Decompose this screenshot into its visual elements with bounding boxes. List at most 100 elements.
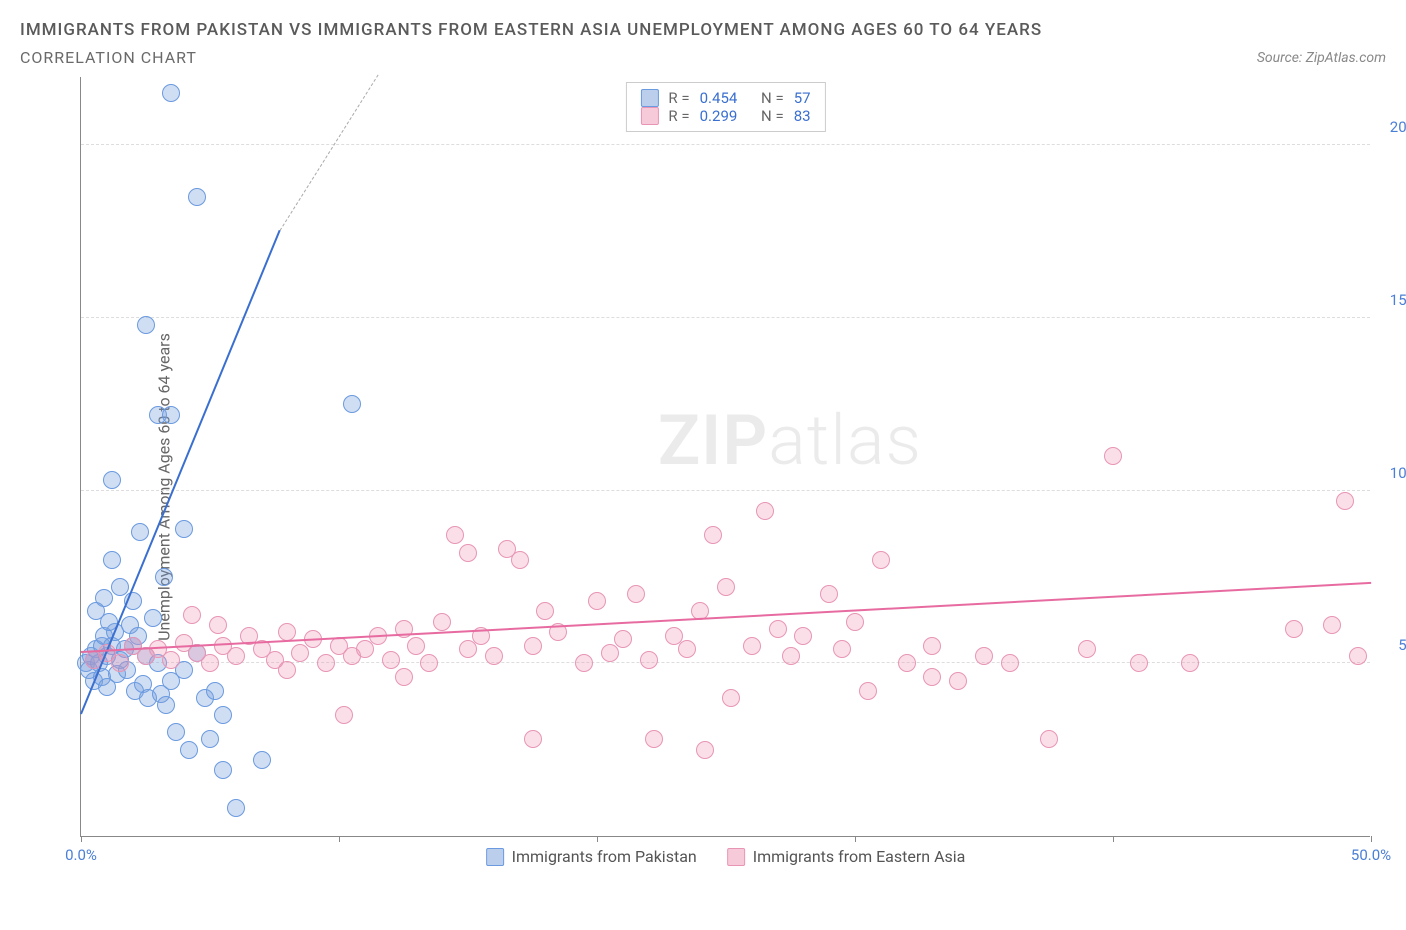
scatter-point-pakistan bbox=[206, 682, 224, 700]
r-value-pakistan: 0.454 bbox=[700, 89, 738, 107]
scatter-point-eastern_asia bbox=[111, 654, 129, 672]
legend-row-pakistan: R = 0.454 N = 57 bbox=[640, 89, 810, 107]
legend-item-pakistan: Immigrants from Pakistan bbox=[486, 847, 697, 866]
scatter-point-eastern_asia bbox=[678, 640, 696, 658]
scatter-point-eastern_asia bbox=[162, 651, 180, 669]
trendline bbox=[279, 75, 378, 231]
scatter-point-pakistan bbox=[155, 568, 173, 586]
scatter-point-eastern_asia bbox=[1130, 654, 1148, 672]
legend-row-eastern-asia: R = 0.299 N = 83 bbox=[640, 107, 810, 125]
scatter-point-eastern_asia bbox=[278, 623, 296, 641]
source-label: Source: ZipAtlas.com bbox=[1257, 50, 1386, 66]
r-label: R = bbox=[668, 89, 689, 107]
y-tick-label: 5.0% bbox=[1375, 636, 1406, 654]
scatter-point-eastern_asia bbox=[1040, 730, 1058, 748]
scatter-point-eastern_asia bbox=[846, 613, 864, 631]
scatter-point-eastern_asia bbox=[640, 651, 658, 669]
r-value-eastern-asia: 0.299 bbox=[700, 107, 738, 125]
chart-title-line1: IMMIGRANTS FROM PAKISTAN VS IMMIGRANTS F… bbox=[20, 20, 1386, 40]
scatter-point-pakistan bbox=[227, 799, 245, 817]
scatter-point-eastern_asia bbox=[575, 654, 593, 672]
scatter-point-eastern_asia bbox=[335, 706, 353, 724]
scatter-point-eastern_asia bbox=[201, 654, 219, 672]
scatter-point-eastern_asia bbox=[524, 637, 542, 655]
scatter-point-eastern_asia bbox=[923, 637, 941, 655]
scatter-point-pakistan bbox=[188, 188, 206, 206]
chart-container: Unemployment Among Ages 60 to 64 years Z… bbox=[20, 77, 1386, 897]
swatch-pink bbox=[727, 848, 745, 866]
scatter-point-eastern_asia bbox=[717, 578, 735, 596]
scatter-point-eastern_asia bbox=[524, 730, 542, 748]
bottom-legend: Immigrants from Pakistan Immigrants from… bbox=[486, 847, 966, 866]
scatter-point-eastern_asia bbox=[820, 585, 838, 603]
scatter-point-eastern_asia bbox=[588, 592, 606, 610]
x-tick bbox=[339, 836, 340, 842]
scatter-point-eastern_asia bbox=[1323, 616, 1341, 634]
scatter-point-eastern_asia bbox=[183, 606, 201, 624]
scatter-point-eastern_asia bbox=[446, 526, 464, 544]
scatter-point-eastern_asia bbox=[536, 602, 554, 620]
scatter-point-eastern_asia bbox=[859, 682, 877, 700]
scatter-point-eastern_asia bbox=[317, 654, 335, 672]
n-value-pakistan: 57 bbox=[794, 89, 811, 107]
swatch-blue bbox=[486, 848, 504, 866]
scatter-point-eastern_asia bbox=[614, 630, 632, 648]
scatter-point-pakistan bbox=[253, 751, 271, 769]
scatter-point-eastern_asia bbox=[459, 544, 477, 562]
x-tick bbox=[855, 836, 856, 842]
scatter-point-eastern_asia bbox=[898, 654, 916, 672]
scatter-point-pakistan bbox=[157, 696, 175, 714]
x-tick bbox=[1113, 836, 1114, 842]
scatter-point-eastern_asia bbox=[1181, 654, 1199, 672]
scatter-point-eastern_asia bbox=[794, 627, 812, 645]
legend-label-pakistan: Immigrants from Pakistan bbox=[512, 847, 697, 866]
x-tick bbox=[597, 836, 598, 842]
x-tick bbox=[1371, 836, 1372, 842]
scatter-point-pakistan bbox=[162, 406, 180, 424]
gridline bbox=[81, 490, 1370, 491]
x-tick-label: 0.0% bbox=[65, 846, 97, 864]
scatter-point-eastern_asia bbox=[1349, 647, 1367, 665]
scatter-point-eastern_asia bbox=[722, 689, 740, 707]
scatter-point-eastern_asia bbox=[395, 668, 413, 686]
scatter-point-eastern_asia bbox=[704, 526, 722, 544]
scatter-point-eastern_asia bbox=[407, 637, 425, 655]
legend-item-eastern-asia: Immigrants from Eastern Asia bbox=[727, 847, 966, 866]
scatter-point-eastern_asia bbox=[601, 644, 619, 662]
chart-title-line2: CORRELATION CHART bbox=[20, 48, 197, 67]
scatter-point-pakistan bbox=[103, 551, 121, 569]
n-label: N = bbox=[761, 89, 784, 107]
scatter-point-eastern_asia bbox=[382, 651, 400, 669]
scatter-point-eastern_asia bbox=[433, 613, 451, 631]
scatter-point-pakistan bbox=[144, 609, 162, 627]
swatch-blue bbox=[640, 89, 658, 107]
watermark: ZIPatlas bbox=[658, 400, 922, 482]
scatter-point-pakistan bbox=[167, 723, 185, 741]
n-label: N = bbox=[761, 107, 784, 125]
scatter-point-pakistan bbox=[175, 520, 193, 538]
scatter-point-pakistan bbox=[201, 730, 219, 748]
scatter-point-eastern_asia bbox=[356, 640, 374, 658]
scatter-point-eastern_asia bbox=[645, 730, 663, 748]
scatter-point-eastern_asia bbox=[459, 640, 477, 658]
scatter-point-eastern_asia bbox=[743, 637, 761, 655]
scatter-point-pakistan bbox=[180, 741, 198, 759]
scatter-point-eastern_asia bbox=[1001, 654, 1019, 672]
scatter-point-eastern_asia bbox=[1336, 492, 1354, 510]
gridline bbox=[81, 144, 1370, 145]
scatter-point-eastern_asia bbox=[1078, 640, 1096, 658]
gridline bbox=[81, 317, 1370, 318]
scatter-point-eastern_asia bbox=[291, 644, 309, 662]
swatch-pink bbox=[640, 107, 658, 125]
legend-label-eastern-asia: Immigrants from Eastern Asia bbox=[753, 847, 966, 866]
scatter-point-eastern_asia bbox=[1104, 447, 1122, 465]
scatter-point-eastern_asia bbox=[511, 551, 529, 569]
scatter-point-eastern_asia bbox=[833, 640, 851, 658]
scatter-point-pakistan bbox=[103, 471, 121, 489]
title-row2: CORRELATION CHART Source: ZipAtlas.com bbox=[20, 48, 1386, 67]
y-tick-label: 15.0% bbox=[1375, 291, 1406, 309]
scatter-point-eastern_asia bbox=[769, 620, 787, 638]
scatter-point-eastern_asia bbox=[949, 672, 967, 690]
scatter-point-eastern_asia bbox=[227, 647, 245, 665]
scatter-point-eastern_asia bbox=[278, 661, 296, 679]
